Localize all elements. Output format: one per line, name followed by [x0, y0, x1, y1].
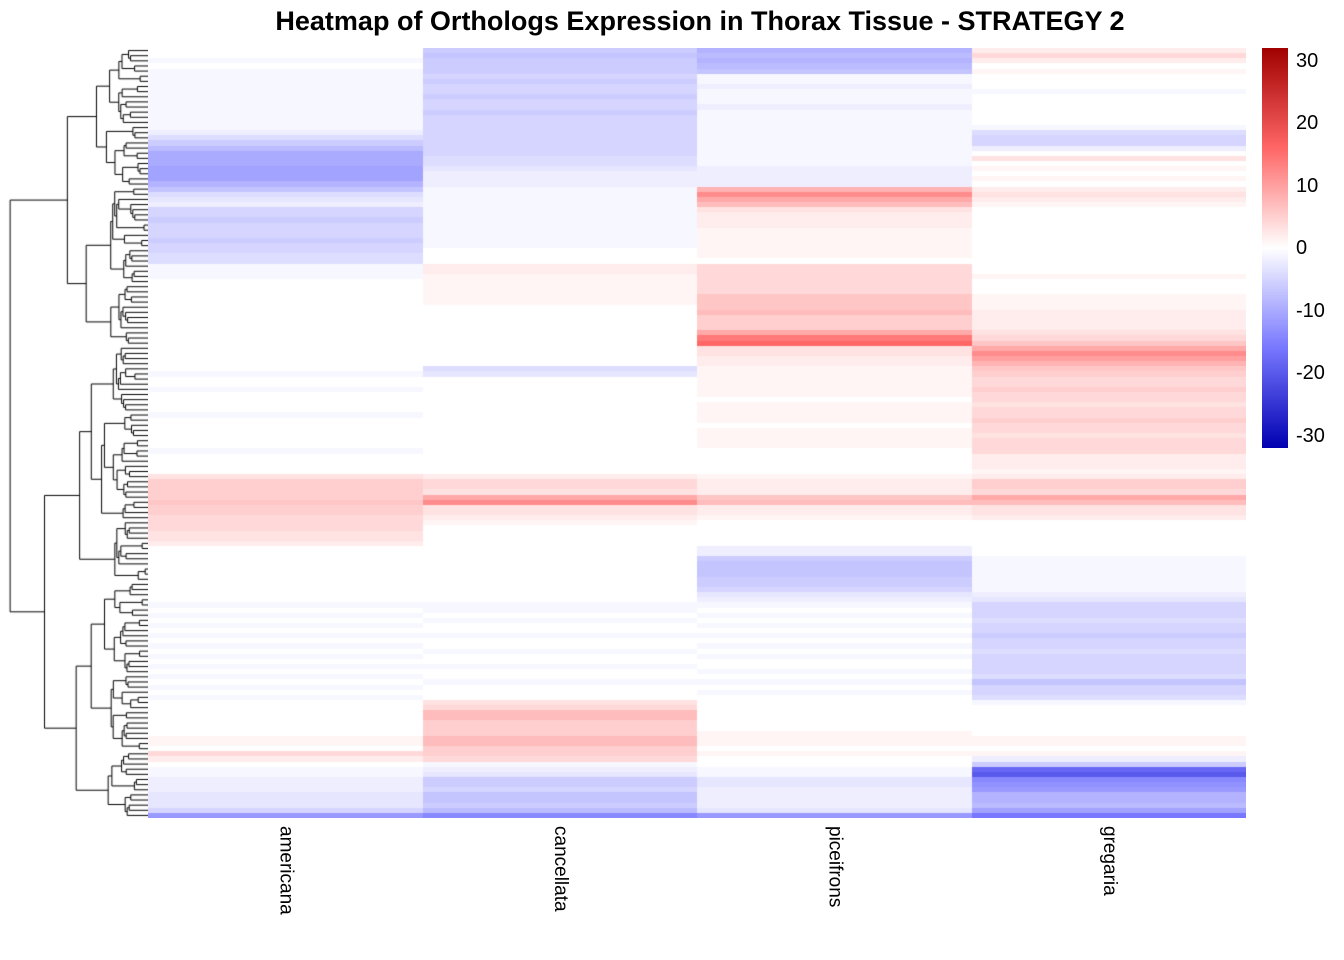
colorbar-tick-10: 10: [1296, 174, 1319, 197]
colorbar-tick--10: -10: [1296, 299, 1325, 322]
colorbar-tick-30: 30: [1296, 49, 1319, 72]
colorbar-tick--20: -20: [1296, 362, 1325, 384]
heatmap-canvas: [148, 48, 1246, 818]
colorbar-tick-20: 20: [1296, 112, 1319, 134]
row-dendrogram: [8, 48, 148, 818]
column-label-gregaria: gregaria: [1098, 826, 1120, 896]
column-label-piceifrons: piceifrons: [824, 826, 846, 908]
column-label-americana: americana: [275, 826, 297, 915]
column-label-cancellata: cancellata: [549, 826, 571, 912]
colorbar-tick-0: 0: [1296, 237, 1308, 259]
colorbar-gradient: [1262, 48, 1288, 448]
colorbar-tick--30: -30: [1296, 424, 1325, 447]
chart-title: Heatmap of Orthologs Expression in Thora…: [275, 6, 1125, 36]
